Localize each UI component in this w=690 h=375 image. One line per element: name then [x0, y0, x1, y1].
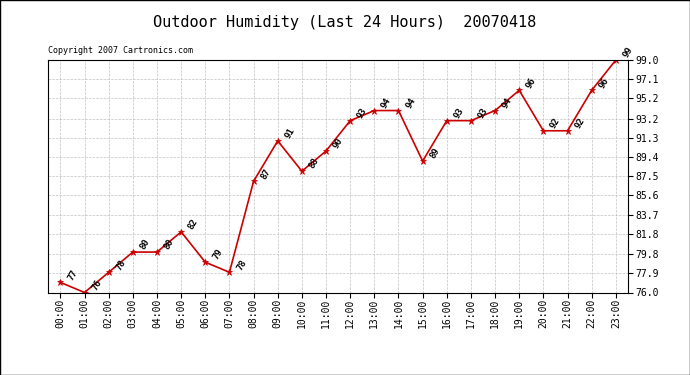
Text: 90: 90: [332, 136, 345, 150]
Text: 78: 78: [235, 258, 248, 272]
Text: 93: 93: [453, 106, 466, 120]
Text: Outdoor Humidity (Last 24 Hours)  20070418: Outdoor Humidity (Last 24 Hours) 2007041…: [153, 15, 537, 30]
Text: 92: 92: [573, 116, 586, 130]
Text: 88: 88: [308, 157, 321, 170]
Text: 78: 78: [115, 258, 128, 272]
Text: 82: 82: [187, 217, 200, 231]
Text: 80: 80: [163, 237, 176, 251]
Text: 76: 76: [90, 278, 104, 292]
Text: 79: 79: [211, 248, 224, 261]
Text: 94: 94: [501, 96, 514, 110]
Text: 89: 89: [428, 147, 442, 160]
Text: 96: 96: [525, 76, 538, 90]
Text: 92: 92: [549, 116, 562, 130]
Text: 87: 87: [259, 167, 273, 180]
Text: 96: 96: [598, 76, 611, 90]
Text: 91: 91: [284, 126, 297, 140]
Text: 94: 94: [404, 96, 417, 110]
Text: Copyright 2007 Cartronics.com: Copyright 2007 Cartronics.com: [48, 46, 193, 56]
Text: 99: 99: [622, 45, 635, 59]
Text: 93: 93: [477, 106, 490, 120]
Text: 77: 77: [66, 268, 79, 282]
Text: 94: 94: [380, 96, 393, 110]
Text: 80: 80: [139, 237, 152, 251]
Text: 93: 93: [356, 106, 369, 120]
